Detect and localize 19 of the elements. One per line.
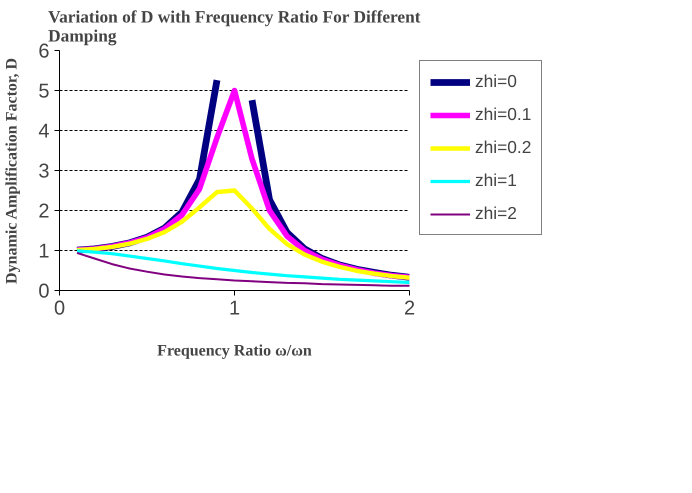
x-tick-label: 2 xyxy=(404,298,416,320)
y-tick-label: 2 xyxy=(38,200,50,222)
legend-label: zhi=0.2 xyxy=(475,137,532,158)
y-tick-label: 3 xyxy=(38,160,50,182)
legend-label: zhi=0.1 xyxy=(475,104,532,125)
line-series xyxy=(74,188,410,280)
y-tick-label: 0 xyxy=(38,280,50,302)
legend-label: zhi=0 xyxy=(475,71,517,92)
x-tick-label: 0 xyxy=(54,298,66,320)
x-axis-title: Frequency Ratio ω/ωn xyxy=(157,342,312,360)
legend-label: zhi=1 xyxy=(475,170,517,191)
legend-label: zhi=2 xyxy=(475,203,517,224)
y-tick-label: 6 xyxy=(38,40,50,62)
x-tick-label: 1 xyxy=(228,298,240,320)
y-axis-title: Dynamic Amplification Factor, D xyxy=(3,58,20,284)
y-tick-label: 4 xyxy=(38,120,50,142)
y-tick-label: 5 xyxy=(38,80,50,102)
y-tick-label: 1 xyxy=(38,240,50,262)
chart-title: Variation of D with Frequency Ratio For Different Damping xyxy=(48,8,421,46)
